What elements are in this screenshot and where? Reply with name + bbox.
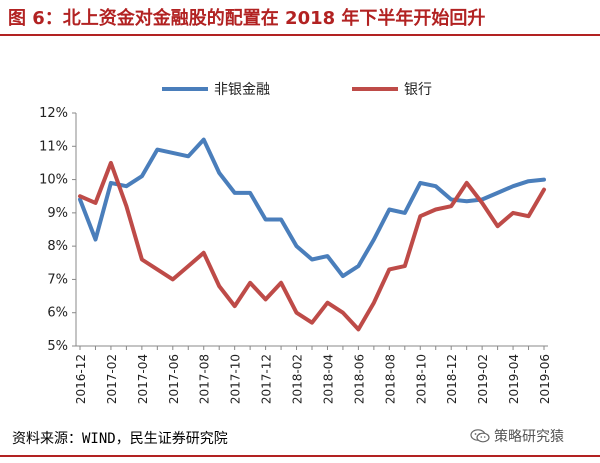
x-tick-label: 2018-02 [291, 354, 305, 404]
y-tick-label: 9% [47, 206, 68, 221]
y-tick-label: 8% [47, 239, 68, 254]
x-tick-label: 2017-08 [198, 354, 212, 404]
y-tick-label: 7% [47, 272, 68, 287]
x-tick-label: 2017-04 [136, 354, 150, 404]
x-tick-label: 2017-10 [229, 354, 243, 404]
chart-series [78, 137, 546, 332]
x-tick-label: 2017-02 [105, 354, 119, 404]
wechat-icon [470, 429, 490, 443]
y-tick-label: 12% [39, 106, 68, 121]
watermark: 策略研究猿 [470, 426, 564, 446]
line-chart: 非银金融 银行 5% 6% 7% 8% 9% 10% 11% 12% 2016-12 2017-02… [39, 82, 552, 404]
x-tick-label: 2018-06 [352, 354, 366, 404]
x-tick-label: 2018-12 [445, 354, 459, 404]
series-line-1 [78, 137, 546, 279]
y-tick-label: 11% [39, 139, 68, 154]
x-tick-label: 2019-02 [476, 354, 490, 404]
legend-label-1: 非银金融 [214, 82, 270, 98]
source-note: 资料来源：WIND，民生证券研究院 [12, 431, 228, 447]
x-tick-label: 2019-06 [538, 354, 552, 404]
x-tick-label: 2018-08 [383, 354, 397, 404]
chart-axes: 5% 6% 7% 8% 9% 10% 11% 12% 2016-12 2017-02 2017-04… [39, 106, 552, 404]
legend-label-2: 银行 [404, 82, 432, 98]
watermark-text: 策略研究猿 [494, 429, 564, 445]
x-tick-label: 2019-04 [507, 354, 521, 404]
y-tick-label: 10% [39, 173, 68, 188]
figure-title: 图 6：北上资金对金融股的配置在 2018 年下半年开始回升 [8, 8, 486, 29]
x-tick-label: 2016-12 [74, 354, 88, 404]
chart-legend: 非银金融 银行 [162, 82, 432, 98]
title-rule [0, 34, 600, 36]
y-tick-label: 5% [47, 339, 68, 354]
x-tick-label: 2018-10 [414, 354, 428, 404]
x-tick-label: 2017-12 [260, 354, 274, 404]
x-tick-label: 2017-06 [167, 354, 181, 404]
y-tick-label: 6% [47, 306, 68, 321]
x-tick-label: 2018-04 [321, 354, 335, 404]
bottom-rule [0, 455, 600, 457]
series-line-2 [78, 160, 546, 332]
